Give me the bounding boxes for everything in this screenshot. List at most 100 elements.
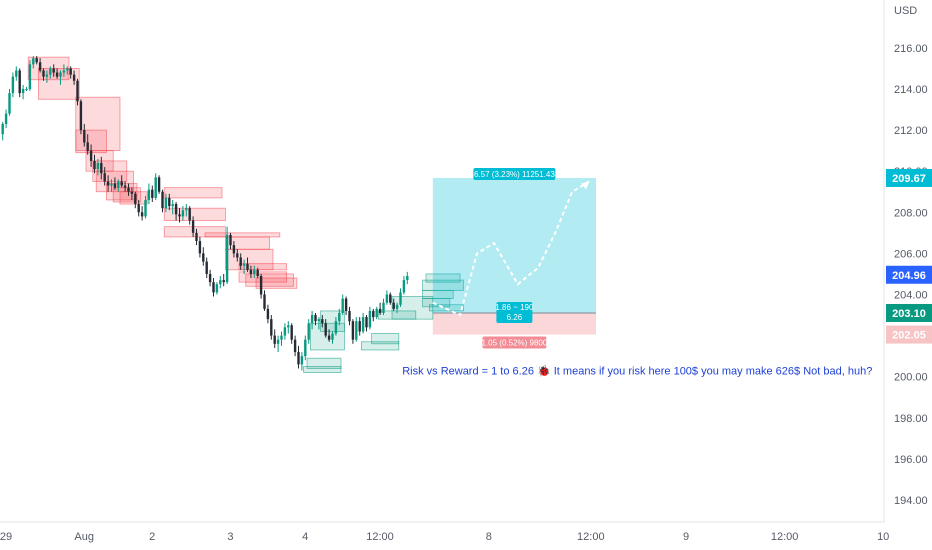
candle-body	[283, 327, 287, 336]
demand-zone	[303, 366, 342, 373]
candle-body	[32, 58, 35, 65]
candle-body	[395, 304, 399, 309]
candle-body	[1, 123, 4, 135]
price-tick-label: 200.00	[894, 372, 928, 384]
candle-body	[137, 204, 140, 213]
time-axis[interactable]: 29 Aug 2 3 4 12:00 8 12:00 9 12:00 10	[0, 521, 889, 543]
candle-body	[59, 72, 62, 77]
candle-body	[259, 275, 263, 295]
price-tick-label: 196.00	[894, 454, 928, 466]
candle-body	[389, 294, 392, 303]
candle-body	[86, 142, 89, 151]
supply-zone	[38, 68, 80, 100]
candle-body	[341, 298, 344, 313]
time-tick-label: 12:00	[577, 531, 605, 543]
demand-zone	[371, 333, 400, 345]
candle-body	[42, 70, 45, 77]
candle-body	[355, 321, 358, 340]
ratio-label-line2: 6.26	[507, 313, 523, 322]
candle-body	[144, 199, 147, 217]
candle-body	[49, 68, 52, 75]
candle-body	[103, 173, 106, 182]
candle-body	[106, 181, 110, 186]
candle-body	[89, 150, 93, 161]
candle-body	[202, 253, 205, 262]
demand-zone	[422, 298, 451, 308]
price-axis[interactable]: USD 216.00214.00212.00210.00208.00206.00…	[883, 0, 928, 522]
time-tick-label: 2	[149, 531, 155, 543]
candle-body	[178, 214, 181, 217]
candle-body	[69, 68, 72, 75]
candle-body	[38, 62, 42, 71]
candle-body	[96, 162, 100, 170]
candle-body	[399, 292, 402, 305]
candle-body	[11, 76, 15, 94]
supply-zone	[238, 271, 287, 283]
target-label: 6.57 (3.23%) 11251.43	[474, 170, 555, 179]
candle-body	[344, 298, 348, 311]
candle-body	[72, 74, 76, 81]
supply-zone	[163, 207, 226, 221]
candle-body	[28, 64, 32, 89]
candle-body	[123, 185, 127, 188]
candle-body	[161, 191, 164, 209]
candle-body	[140, 212, 144, 217]
price-tag-box	[886, 265, 932, 284]
candle-body	[406, 275, 409, 281]
candle-body	[171, 204, 174, 207]
candle-body	[314, 315, 317, 322]
candle-body	[338, 312, 341, 322]
price-tick-label: 212.00	[894, 125, 928, 137]
price-tick-label: 216.00	[894, 43, 928, 55]
candle-body	[392, 302, 395, 309]
candle-body	[195, 232, 198, 242]
price-tag-label: 202.05	[892, 330, 926, 342]
time-tick-label: 3	[227, 531, 233, 543]
candle-body	[168, 197, 171, 207]
candle-body	[348, 310, 351, 322]
candle-body	[300, 356, 304, 365]
candle-body	[127, 187, 130, 192]
candle-body	[8, 93, 11, 114]
candle-body	[215, 284, 219, 293]
candle-body	[79, 101, 83, 131]
candle-body	[232, 245, 236, 254]
ratio-label-box	[496, 301, 533, 323]
candle-body	[236, 253, 239, 258]
price-tags: 209.67 204.96 203.10 202.05	[886, 168, 932, 344]
candle-body	[246, 263, 249, 270]
candle-body	[256, 269, 259, 276]
candle-body	[130, 191, 134, 194]
candle-body	[4, 113, 8, 124]
candlestick-series	[1, 56, 409, 371]
candle-body	[242, 263, 246, 266]
candle-body	[327, 335, 331, 340]
candle-body	[351, 321, 355, 340]
candle-body	[191, 220, 195, 233]
candle-body	[372, 310, 375, 318]
demand-zone	[320, 310, 345, 332]
demand-zone	[306, 357, 342, 369]
candle-body	[185, 208, 188, 211]
demand-zone	[309, 322, 345, 351]
candle-body	[239, 257, 242, 266]
candle-body	[219, 280, 222, 285]
candle-body	[222, 280, 225, 283]
price-tick-label: 208.00	[894, 207, 928, 219]
candle-body	[212, 282, 215, 293]
projection-line	[432, 180, 590, 317]
candle-body	[358, 321, 361, 332]
price-tag-box	[886, 325, 932, 344]
candle-body	[290, 325, 293, 340]
candle-body	[382, 302, 385, 313]
price-tag-box	[886, 168, 932, 187]
demand-zone	[360, 341, 400, 351]
candle-body	[266, 308, 270, 320]
candle-body	[66, 68, 69, 71]
time-tick-label: 4	[302, 531, 308, 543]
price-tick-label: 206.00	[894, 248, 928, 260]
candle-body	[55, 72, 59, 77]
supply-zone	[204, 232, 281, 238]
supply-zone	[224, 236, 270, 250]
